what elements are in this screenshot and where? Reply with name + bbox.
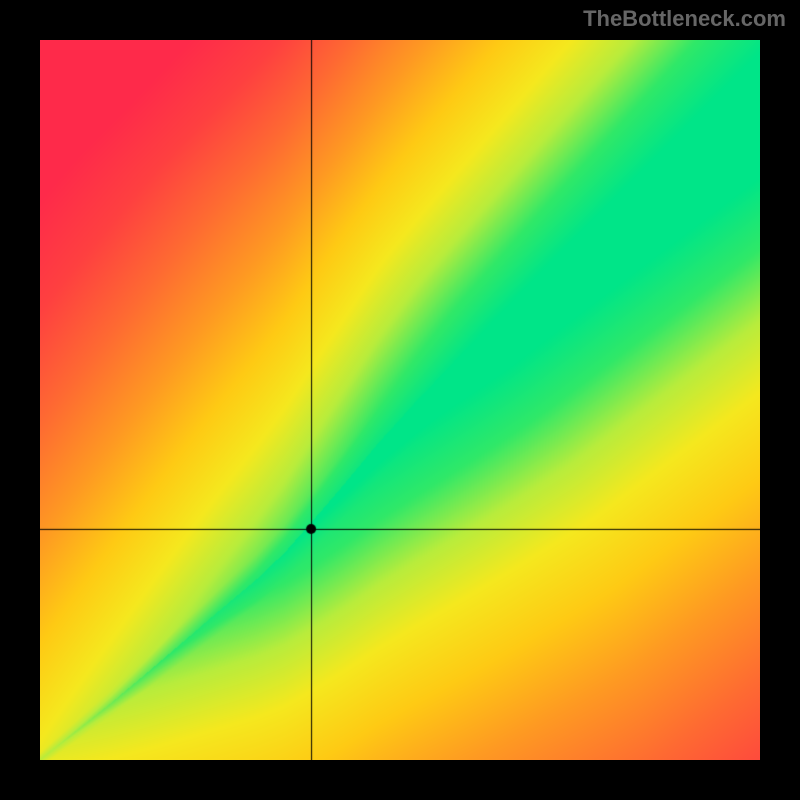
heatmap-canvas	[40, 40, 760, 760]
chart-container: TheBottleneck.com	[0, 0, 800, 800]
heatmap-plot	[40, 40, 760, 760]
watermark-text: TheBottleneck.com	[583, 6, 786, 32]
